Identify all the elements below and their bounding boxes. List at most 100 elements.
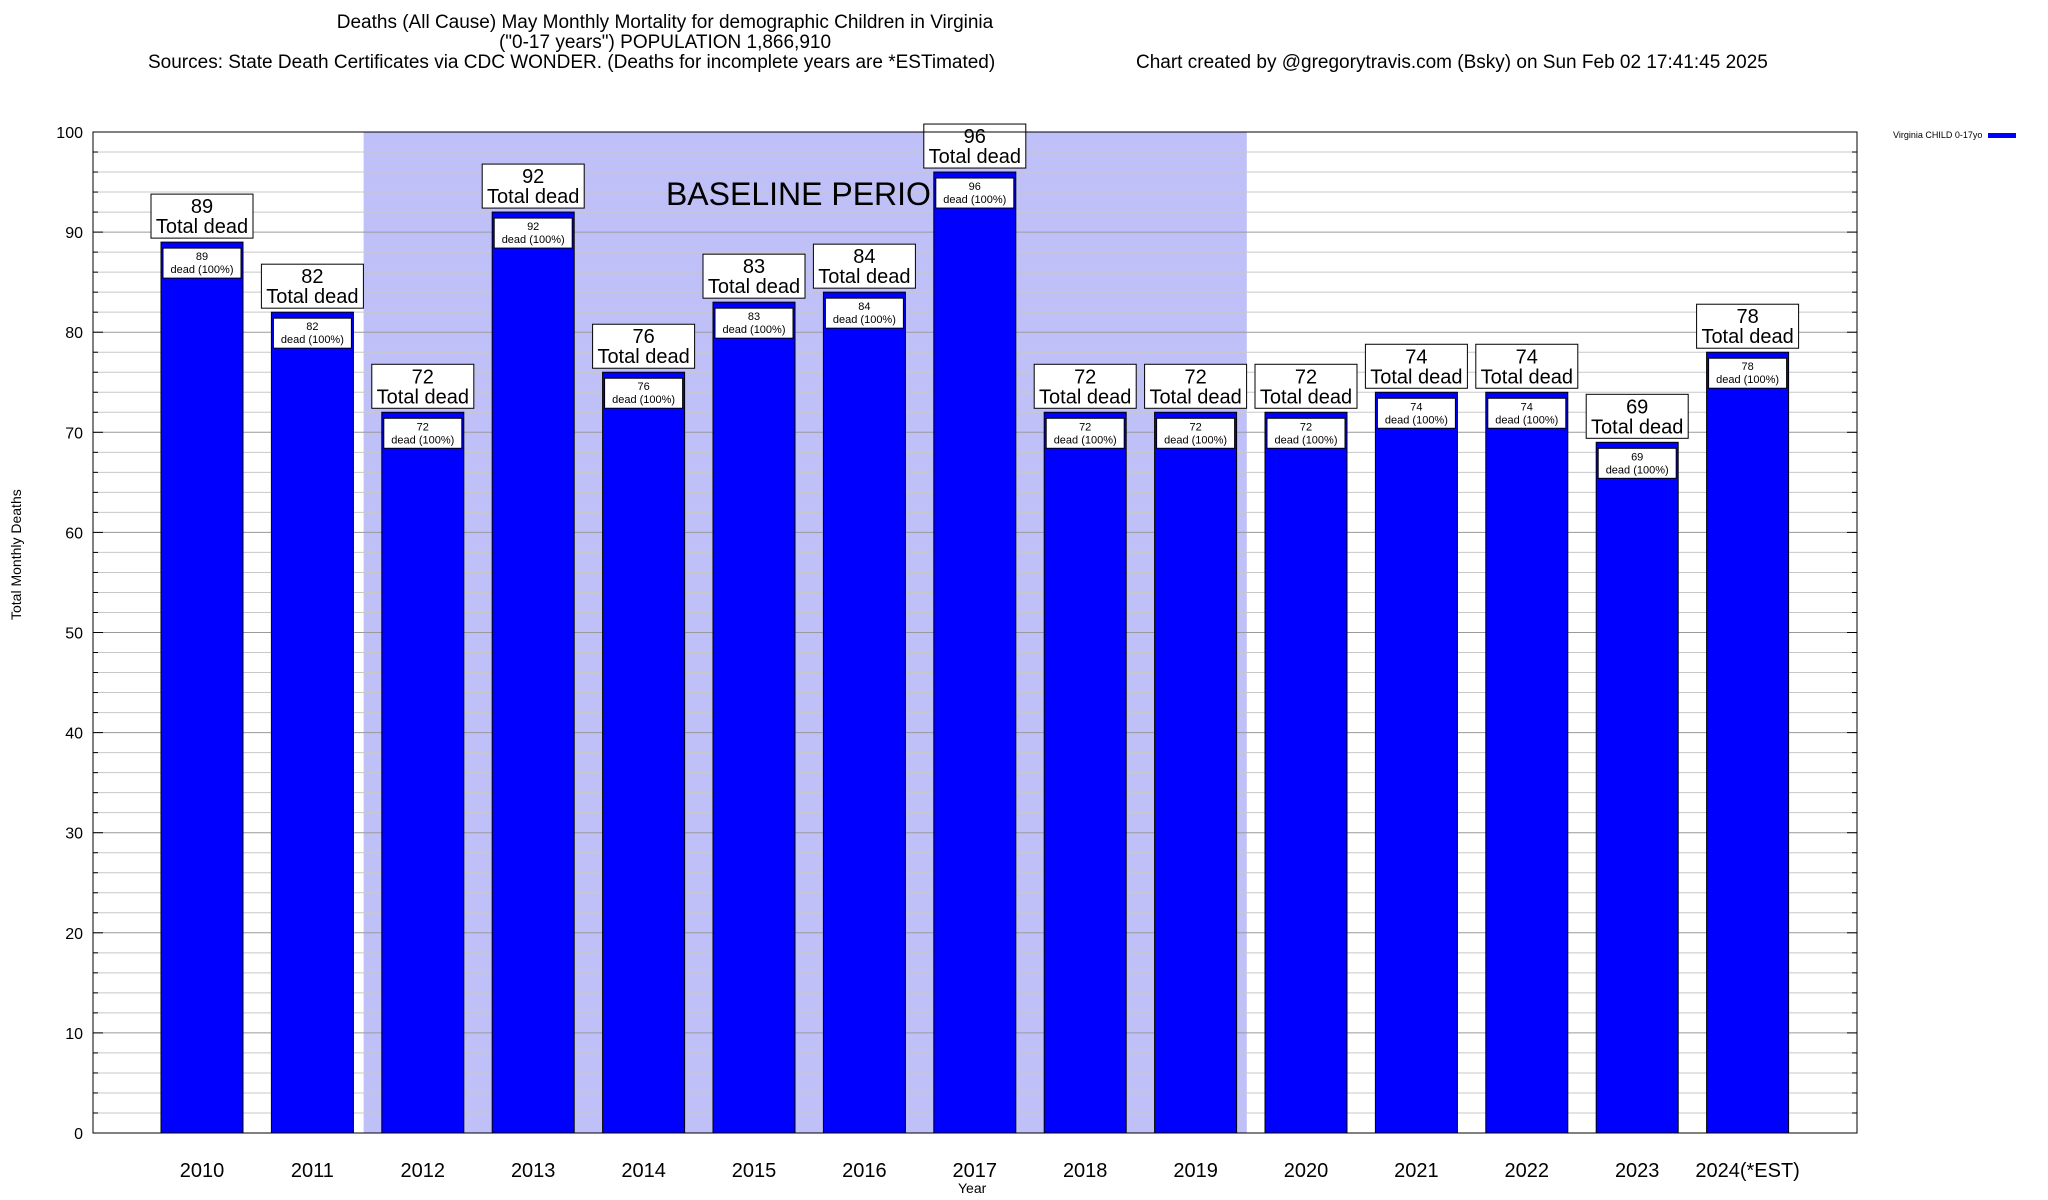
- bar-total-value: 76: [632, 326, 654, 348]
- bar: [160, 241, 244, 1134]
- bar-total-value: 92: [522, 166, 544, 188]
- bar-total-label: Total dead: [1260, 386, 1352, 408]
- y-tick-label: 20: [65, 926, 83, 943]
- bar-inner-label-box: [1597, 447, 1677, 479]
- x-tick-label: 2020: [1284, 1160, 1329, 1182]
- bar-total-value: 74: [1405, 346, 1427, 368]
- bar-inner-value: 83: [748, 311, 760, 323]
- bar-inner-label: dead (100%): [943, 194, 1006, 206]
- bar: [1595, 441, 1679, 1134]
- bar-inner-value: 76: [637, 381, 649, 393]
- bar-inner-value: 69: [1631, 451, 1643, 463]
- y-tick-label: 60: [65, 525, 83, 542]
- chart-subtitle: ("0-17 years") POPULATION 1,866,910: [498, 32, 832, 53]
- bar-total-label-box: [1475, 343, 1579, 389]
- bar-inner-value: 84: [858, 301, 870, 313]
- bar-total-label-box: [923, 123, 1027, 169]
- legend-swatch: [1988, 133, 2017, 139]
- chart-credit: Chart created by @gregorytravis.com (Bsk…: [1136, 52, 1768, 73]
- bar-inner-value: 72: [417, 421, 429, 433]
- y-tick-label: 100: [56, 125, 83, 142]
- bar-inner-value: 72: [1300, 421, 1312, 433]
- bar-total-value: 72: [412, 366, 434, 388]
- x-tick-label: 2018: [1063, 1160, 1108, 1182]
- bar-inner-label: dead (100%): [723, 324, 786, 336]
- bar-total-label-box: [260, 263, 364, 309]
- x-tick-label: 2016: [842, 1160, 887, 1182]
- bar: [381, 411, 465, 1134]
- bar-inner-label: dead (100%): [171, 264, 234, 276]
- bar-inner-label-box: [714, 307, 794, 339]
- bar: [491, 211, 575, 1134]
- bar-inner-label: dead (100%): [1164, 434, 1227, 446]
- x-tick-label: 2015: [732, 1160, 777, 1182]
- bar-total-label-box: [1254, 363, 1358, 409]
- bar-total-label-box: [1144, 363, 1248, 409]
- y-axis-label: Total Monthly Deaths: [8, 489, 24, 620]
- baseline-label: BASELINE PERIOD: [666, 176, 954, 212]
- bar: [1154, 411, 1238, 1134]
- bar-total-label: Total dead: [708, 276, 800, 298]
- bar-total-value: 84: [853, 246, 875, 268]
- bar-total-label: Total dead: [156, 216, 248, 238]
- bar-total-value: 72: [1184, 366, 1206, 388]
- bar-inner-label-box: [1156, 417, 1236, 449]
- y-tick-label: 10: [65, 1026, 83, 1043]
- bar-inner-label: dead (100%): [1275, 434, 1338, 446]
- bar-total-value: 89: [191, 196, 213, 218]
- bar-total-value: 82: [301, 266, 323, 288]
- bar-inner-label: dead (100%): [1495, 414, 1558, 426]
- bar-inner-value: 92: [527, 221, 539, 233]
- bar-total-label: Total dead: [597, 346, 689, 368]
- bar-inner-label: dead (100%): [391, 434, 454, 446]
- bar-inner-label-box: [493, 217, 573, 249]
- bar-inner-value: 89: [196, 251, 208, 263]
- bar-inner-value: 74: [1410, 401, 1422, 413]
- y-tick-label: 70: [65, 425, 83, 442]
- x-tick-label: 2010: [180, 1160, 225, 1182]
- bar-inner-label-box: [1487, 397, 1567, 429]
- chart-title: Deaths (All Cause) May Monthly Mortality…: [336, 12, 994, 33]
- bar-inner-label: dead (100%): [502, 234, 565, 246]
- bar-total-value: 96: [964, 126, 986, 148]
- bar-total-label-box: [1585, 393, 1689, 439]
- plot-frame: [92, 131, 1858, 1134]
- bar: [712, 301, 796, 1134]
- x-tick-label: 2022: [1505, 1160, 1550, 1182]
- bar-inner-label-box: [1708, 357, 1788, 389]
- bar-inner-label-box: [383, 417, 463, 449]
- bar-inner-label: dead (100%): [1385, 414, 1448, 426]
- bar: [1043, 411, 1127, 1134]
- bar-inner-label-box: [1266, 417, 1346, 449]
- y-tick-label: 40: [65, 726, 83, 743]
- bar-inner-label: dead (100%): [1716, 374, 1779, 386]
- bar-total-label: Total dead: [818, 266, 910, 288]
- bar-inner-label-box: [604, 377, 684, 409]
- x-tick-label: 2021: [1394, 1160, 1439, 1182]
- bar-total-value: 69: [1626, 396, 1648, 418]
- bar-total-label-box: [1364, 343, 1468, 389]
- y-tick-label: 80: [65, 325, 83, 342]
- bar-total-label: Total dead: [1481, 366, 1573, 388]
- legend: Virginia CHILD 0-17yo: [1893, 130, 2017, 140]
- y-tick-label: 90: [65, 225, 83, 242]
- x-tick-label: 2024(*EST): [1695, 1160, 1800, 1182]
- bar-total-label: Total dead: [1591, 416, 1683, 438]
- bar-inner-label: dead (100%): [1054, 434, 1117, 446]
- bar-total-label-box: [1033, 363, 1137, 409]
- bar-inner-value: 74: [1521, 401, 1533, 413]
- bar-inner-label-box: [162, 247, 242, 279]
- x-tick-label: 2019: [1173, 1160, 1218, 1182]
- x-axis-label: Year: [958, 1180, 987, 1196]
- bar-inner-label: dead (100%): [281, 334, 344, 346]
- bar-total-label: Total dead: [377, 386, 469, 408]
- bar-total-label: Total dead: [1370, 366, 1462, 388]
- bar-inner-label: dead (100%): [1606, 464, 1669, 476]
- bar-total-label: Total dead: [1039, 386, 1131, 408]
- legend-label: Virginia CHILD 0-17yo: [1893, 130, 1983, 140]
- bar-total-value: 83: [743, 256, 765, 278]
- bar: [1485, 391, 1569, 1134]
- x-tick-label: 2023: [1615, 1160, 1660, 1182]
- y-tick-label: 30: [65, 826, 83, 843]
